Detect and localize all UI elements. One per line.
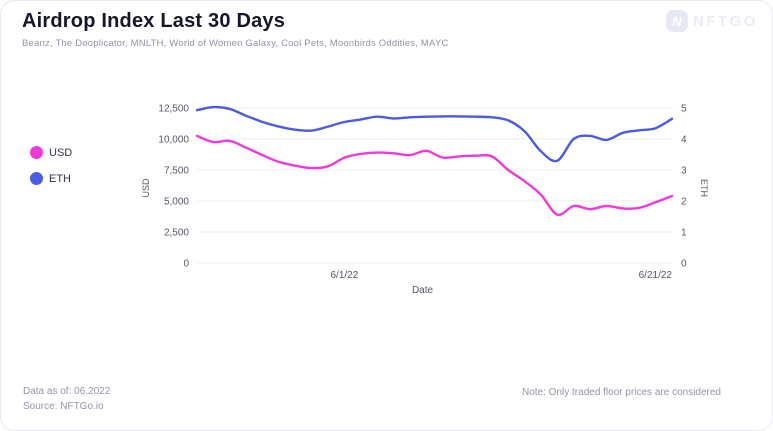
left-axis-tick: 12,500: [158, 104, 189, 115]
chart-legend: USD ETH: [30, 146, 72, 185]
eth-line[interactable]: [195, 105, 674, 163]
right-axis-tick: 0: [681, 259, 687, 270]
x-axis-title: Date: [412, 285, 434, 296]
legend-label-usd: USD: [49, 146, 73, 159]
legend-item-eth[interactable]: ETH: [30, 172, 72, 185]
collections-subtitle: Beanz, The Dooplicator, MNLTH, World of …: [22, 38, 449, 49]
right-axis-tick: 3: [681, 166, 687, 177]
page-title: Airdrop Index Last 30 Days: [22, 10, 286, 32]
left-axis-tick: 2,500: [164, 228, 189, 239]
airdrop-index-line-chart[interactable]: 0 0 2,500 1 5,000 2 7,500 3 10,000 4 12,500 5 USD ETH…: [125, 90, 725, 302]
right-axis-tick: 2: [681, 197, 687, 208]
left-axis-title: USD: [141, 178, 151, 198]
right-axis-tick: 5: [681, 104, 687, 115]
left-axis-tick: 5,000: [164, 197, 189, 208]
nftgo-wordmark: NFTGO: [693, 12, 758, 30]
footer-note: Note: Only traded floor prices are consi…: [522, 387, 721, 398]
usd-line[interactable]: [195, 134, 674, 217]
data-as-of-text: Data as of: 06.2022: [23, 386, 111, 397]
right-axis-title: ETH: [699, 179, 709, 197]
legend-item-usd[interactable]: USD: [30, 146, 72, 159]
source-text: Source: NFTGo.io: [23, 401, 104, 412]
nftgo-logo-icon: N: [666, 10, 688, 32]
legend-label-eth: ETH: [49, 172, 71, 185]
footer-meta: Data as of: 06.2022 Source: NFTGo.io: [23, 384, 110, 414]
usd-dot-icon: [30, 146, 43, 159]
nftgo-watermark: N NFTGO: [666, 10, 758, 32]
x-axis-tick: 6/21/22: [639, 270, 673, 281]
x-axis-tick: 6/1/22: [331, 270, 359, 281]
left-axis-tick: 0: [183, 259, 189, 270]
right-axis-tick: 4: [681, 135, 687, 146]
left-axis-tick: 7,500: [164, 166, 189, 177]
eth-dot-icon: [30, 172, 43, 185]
left-axis-tick: 10,000: [158, 135, 189, 146]
right-axis-tick: 1: [681, 228, 687, 239]
